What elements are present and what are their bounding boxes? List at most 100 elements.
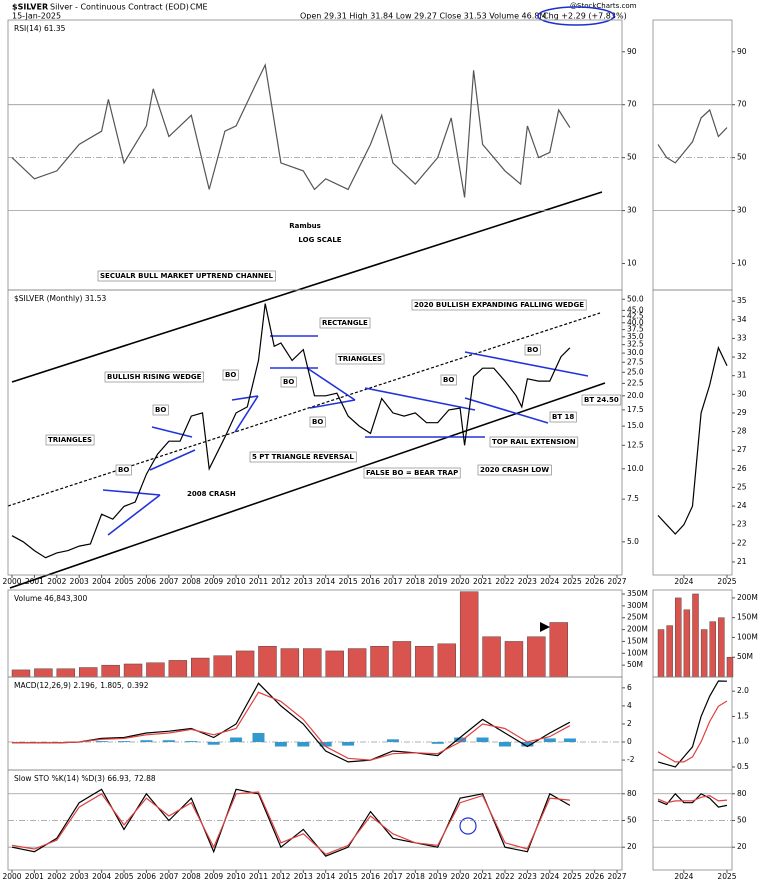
y-tick-label: 42.5 bbox=[627, 311, 644, 320]
bar bbox=[191, 657, 210, 678]
annotation-text: BULLISH RISING WEDGE bbox=[107, 373, 202, 381]
bar bbox=[392, 641, 412, 678]
pattern-line bbox=[364, 387, 476, 411]
x-tick-label: 2027 bbox=[607, 577, 626, 586]
annotation-text: BO bbox=[283, 378, 294, 386]
bar bbox=[140, 740, 153, 743]
annotation-box bbox=[477, 464, 552, 476]
bar bbox=[504, 641, 524, 678]
y-tick-label: 17.5 bbox=[627, 405, 644, 414]
symbol: $SILVER bbox=[12, 3, 48, 12]
annotation-text: BT 18 bbox=[552, 413, 574, 421]
bar bbox=[666, 625, 673, 678]
pattern-line bbox=[107, 494, 161, 536]
x-tick-label: 2003 bbox=[70, 872, 89, 880]
bar bbox=[325, 650, 344, 678]
pattern-line bbox=[231, 395, 259, 401]
bar bbox=[476, 737, 489, 743]
x-tick-label: 2015 bbox=[339, 577, 358, 586]
bar bbox=[274, 742, 287, 747]
bar bbox=[675, 597, 682, 678]
annotation-text: BO bbox=[443, 376, 454, 384]
annotation-box bbox=[440, 374, 457, 386]
annotation-text: SECUALR BULL MARKET UPTREND CHANNEL bbox=[100, 272, 273, 280]
y-tick-label: 200M bbox=[627, 625, 648, 634]
bar bbox=[683, 609, 691, 678]
bar bbox=[297, 742, 310, 747]
bar bbox=[79, 667, 98, 678]
bar bbox=[168, 660, 188, 678]
y-tick-label: 34 bbox=[737, 315, 747, 324]
bar bbox=[95, 741, 108, 743]
highlight-ellipse bbox=[537, 6, 615, 26]
annotation: 2020 CRASH LOW bbox=[477, 464, 552, 476]
x-tick-label: 2013 bbox=[294, 872, 313, 880]
x-tick-label: 2017 bbox=[383, 872, 402, 880]
x-tick-label: 2025 bbox=[563, 577, 582, 586]
x-tick-label: 2004 bbox=[92, 577, 111, 586]
y-tick-label: 6 bbox=[627, 683, 632, 692]
annotation: TRIANGLES bbox=[45, 434, 95, 446]
x-tick-label: 2007 bbox=[159, 872, 178, 880]
x-tick-label: 2017 bbox=[383, 577, 402, 586]
y-tick-label: 150M bbox=[737, 613, 758, 622]
y-tick-label: 20 bbox=[627, 842, 637, 851]
x-tick-label: 2002 bbox=[47, 577, 66, 586]
annotation-text: TOP RAIL EXTENSION bbox=[492, 438, 576, 446]
y-tick-label: 15.0 bbox=[627, 421, 644, 430]
series-line bbox=[657, 700, 728, 763]
y-tick-label: 50.0 bbox=[627, 294, 644, 303]
bar bbox=[415, 645, 434, 678]
y-tick-label: 30 bbox=[737, 206, 747, 215]
bar bbox=[692, 593, 699, 678]
annotation: LOG SCALE bbox=[298, 236, 341, 244]
x-tick-label: 2025 bbox=[717, 577, 736, 586]
bar bbox=[162, 740, 175, 743]
y-tick-label: 31 bbox=[737, 371, 747, 380]
x-tick-label: 2026 bbox=[585, 577, 604, 586]
y-tick-label: 50M bbox=[627, 660, 643, 669]
bar bbox=[342, 742, 355, 746]
exchange: CME bbox=[190, 3, 208, 12]
annotation-text: 2008 CRASH bbox=[187, 490, 236, 498]
x-tick-label: 2016 bbox=[361, 577, 380, 586]
x-tick-label: 2024 bbox=[540, 872, 559, 880]
panel-title: Slow STO %K(14) %D(3) 66.93, bbox=[14, 774, 131, 783]
annotation-text: RECTANGLE bbox=[322, 319, 368, 327]
bar bbox=[101, 664, 120, 678]
y-tick-label: 24 bbox=[737, 501, 747, 510]
y-tick-label: 200M bbox=[737, 593, 758, 602]
annotation-text: BT 24.50 bbox=[584, 396, 619, 404]
y-tick-label: 25.0 bbox=[627, 367, 644, 376]
y-tick-label: 50 bbox=[627, 815, 637, 824]
quote: Open 29.31 High 31.84 Low 29.27 Close 31… bbox=[300, 12, 546, 21]
pattern-line bbox=[464, 397, 549, 424]
x-tick-label: 2020 bbox=[451, 872, 470, 880]
x-tick-label: 2007 bbox=[159, 577, 178, 586]
bar bbox=[709, 621, 716, 678]
panel-title: RSI(14) 61.35 bbox=[14, 24, 66, 33]
annotation-box bbox=[45, 434, 95, 446]
y-tick-label: 22.5 bbox=[627, 378, 644, 387]
annotation: BO bbox=[280, 376, 297, 388]
arrow bbox=[540, 622, 550, 632]
y-tick-label: -2 bbox=[627, 755, 635, 764]
x-tick-label: 2004 bbox=[92, 872, 111, 880]
pattern-line bbox=[102, 489, 161, 496]
annotation-box bbox=[222, 369, 239, 381]
pattern-line bbox=[464, 351, 589, 377]
y-tick-label: 30 bbox=[737, 389, 747, 398]
y-tick-label: 80 bbox=[627, 789, 637, 798]
x-tick-label: 2000 bbox=[2, 872, 21, 880]
y-tick-label: 30 bbox=[627, 206, 637, 215]
bar bbox=[527, 636, 546, 678]
bar bbox=[459, 591, 479, 678]
y-tick-label: 300M bbox=[627, 601, 648, 610]
annotation-text: Rambus bbox=[289, 222, 321, 230]
x-tick-label: 2023 bbox=[518, 577, 537, 586]
watermark: @StockCharts.com bbox=[570, 2, 637, 10]
annotation: BO bbox=[222, 369, 239, 381]
x-tick-label: 2016 bbox=[361, 872, 380, 880]
annotation: RECTANGLE bbox=[319, 317, 371, 329]
x-tick-label: 2000 bbox=[2, 577, 21, 586]
